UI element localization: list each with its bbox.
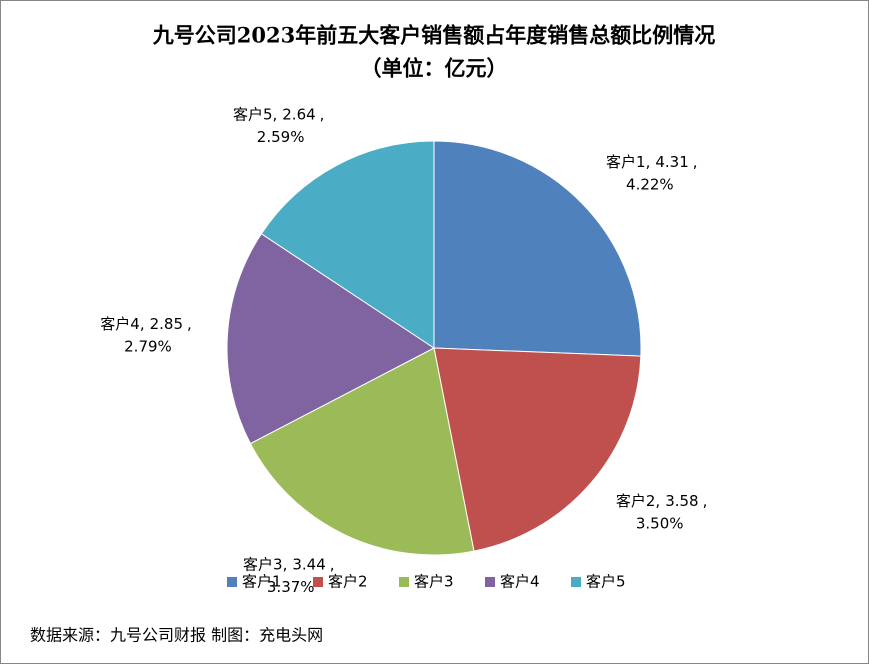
label-category: 客户3 (243, 555, 283, 573)
label-category: 客户1 (606, 152, 646, 170)
label-separator: , (320, 105, 325, 123)
data-label-share: 2.79% (124, 337, 172, 355)
chart-subtitle: （单位：亿元） (361, 56, 508, 81)
legend-swatch (399, 577, 409, 587)
pie-slice (433, 140, 642, 357)
data-label-share: 4.22% (626, 175, 674, 193)
legend-swatch (571, 577, 581, 587)
pie-slice (260, 140, 435, 349)
data-label: 客户1, 4.31, (606, 152, 698, 170)
chart-title: 九号公司2023年前五大客户销售额占年度销售总额比例情况 (152, 23, 715, 48)
data-label: 客户3, 3.44, (243, 555, 335, 573)
data-label-share: 3.37% (267, 578, 315, 596)
legend-label: 客户1 (242, 573, 282, 591)
label-separator: , (693, 152, 698, 170)
label-value: 2.64 (282, 105, 315, 123)
label-value: 4.31 (655, 152, 688, 170)
pie-slice (433, 347, 642, 552)
label-category: 客户2 (616, 492, 656, 510)
label-separator: , (655, 492, 660, 510)
pie-slice (226, 233, 435, 445)
data-label-share: 2.59% (257, 128, 305, 146)
legend-label: 客户5 (586, 573, 626, 591)
legend-label: 客户3 (414, 573, 454, 591)
label-separator: , (646, 152, 651, 170)
legend-label: 客户4 (500, 573, 540, 591)
legend-swatch (313, 577, 323, 587)
label-value: 3.44 (292, 555, 325, 573)
legend-label: 客户2 (328, 573, 368, 591)
label-separator: , (703, 492, 708, 510)
label-separator: , (187, 314, 192, 332)
label-category: 客户4 (100, 314, 140, 332)
legend-swatch (227, 577, 237, 587)
label-separator: , (272, 105, 277, 123)
data-label: 客户4, 2.85, (100, 314, 192, 332)
data-label: 客户5, 2.64, (233, 105, 325, 123)
data-label-share: 3.50% (636, 515, 684, 533)
label-category: 客户5 (233, 105, 273, 123)
source-note: 数据来源：九号公司财报 制图：充电头网 (30, 626, 323, 645)
label-separator: , (330, 555, 335, 573)
pie-slice (249, 347, 475, 556)
data-label: 客户2, 3.58, (616, 492, 708, 510)
legend-swatch (485, 577, 495, 587)
label-value: 2.85 (150, 314, 183, 332)
label-value: 3.58 (665, 492, 698, 510)
label-separator: , (140, 314, 145, 332)
label-separator: , (283, 555, 288, 573)
